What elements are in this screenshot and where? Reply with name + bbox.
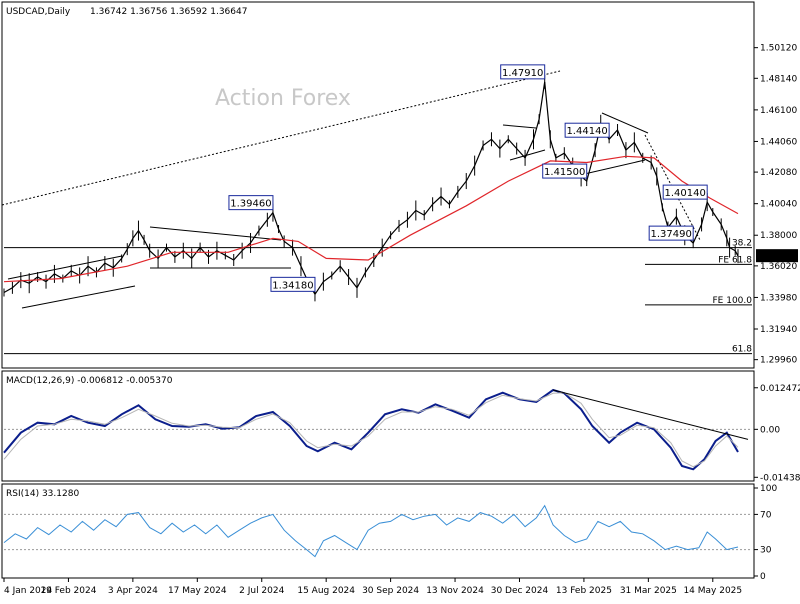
price-label-box	[542, 163, 588, 179]
macd-tick-label: -0.014389	[760, 473, 800, 483]
macd-tick-label: 0.00	[760, 425, 780, 435]
price-axis: 1.50120 1.48140 1.46100 1.44060 1.42080 1.400…	[754, 44, 798, 366]
range-upper-line	[149, 226, 282, 241]
rsi-tick-label: 70	[760, 510, 772, 520]
price-tick-label: 1.44060	[760, 137, 797, 147]
price-label-text: 1.34180	[272, 280, 313, 291]
price-panel	[1, 1, 755, 369]
rsi-tick-label: 100	[760, 484, 777, 494]
rsi-panel	[1, 483, 755, 579]
price-label-text: 1.37490	[650, 229, 691, 240]
price-label-box	[564, 122, 610, 138]
time-tick-label: 17 May 2024	[168, 586, 227, 596]
price-tick-label: 1.31940	[760, 325, 797, 335]
flag-upper-line	[502, 124, 537, 129]
price-annotations: 1.47910 1.39460 1.34180 1.41500 1.44140 1.401…	[228, 64, 708, 292]
price-tick-label: 1.48140	[760, 74, 797, 84]
current-price-marker	[756, 249, 798, 263]
price-tick-label: 1.50120	[760, 44, 797, 54]
price-series	[3, 74, 739, 302]
price-label-text: 1.40140	[665, 188, 706, 199]
macd-panel	[1, 370, 755, 482]
price-label-box	[662, 184, 708, 200]
price-tick-label: 1.38000	[760, 231, 797, 241]
macd-signal-line	[3, 392, 739, 468]
rsi-series	[3, 504, 752, 558]
triangle-upper-line	[601, 112, 649, 134]
macd-tick-label: 0.012472	[760, 384, 800, 394]
macd-main-line	[3, 388, 739, 471]
watermark: Action Forex	[215, 86, 351, 111]
current-price-label: 1.36647	[758, 252, 795, 262]
macd-trendline	[552, 389, 749, 440]
price-label-text: 1.44140	[566, 126, 607, 137]
symbol-label: USDCAD,Daily	[6, 7, 71, 17]
price-tick-label: 1.36020	[760, 262, 797, 272]
rising-channel-lower	[21, 285, 136, 309]
time-tick-label: 13 Feb 2025	[556, 586, 612, 596]
price-tick-label: 1.46100	[760, 106, 797, 116]
time-tick-label: 31 Mar 2025	[620, 586, 677, 596]
triangle-lower-line	[579, 159, 646, 176]
fib-level-label: FE 100.0	[713, 296, 753, 306]
flag-lower-line	[509, 149, 546, 161]
fib-level-label: 61.8	[732, 345, 752, 355]
time-tick-label: 14 May 2025	[683, 586, 742, 596]
price-label-text: 1.47910	[502, 68, 543, 79]
time-tick-label: 15 Aug 2024	[297, 586, 355, 596]
price-tick-label: 1.40040	[760, 200, 797, 210]
time-tick-label: 2 Jul 2024	[239, 586, 284, 596]
macd-axis: 0.012472 0.00 -0.014389	[754, 384, 800, 483]
macd-title: MACD(12,26,9) -0.006812 -0.005370	[6, 376, 173, 386]
rsi-line	[3, 504, 739, 558]
time-tick-label: 3 Apr 2024	[108, 586, 158, 596]
time-tick-label: 13 Nov 2024	[426, 586, 484, 596]
rising-channel-upper	[7, 255, 123, 280]
price-label-box	[270, 276, 316, 292]
price-tick-label: 1.29960	[760, 356, 797, 366]
price-label-box	[228, 195, 274, 211]
ohlc-readout: 1.36742 1.36756 1.36592 1.36647	[90, 7, 247, 17]
price-label-box	[648, 225, 694, 241]
price-label-text: 1.41500	[544, 167, 585, 178]
macd-series	[3, 388, 752, 471]
rsi-tick-label: 0	[760, 572, 766, 582]
rsi-tick-label: 30	[760, 546, 772, 556]
ema-line	[3, 155, 739, 283]
rsi-title: RSI(14) 33.1280	[6, 489, 79, 499]
price-label-box	[500, 64, 546, 80]
price-tick-label: 1.42080	[760, 168, 797, 178]
fib-level-label: 38.2	[732, 239, 752, 249]
time-tick-label: 4 Jan 2024	[4, 586, 52, 596]
rsi-axis: 100 70 30 0	[754, 484, 777, 582]
price-label-text: 1.39460	[230, 199, 271, 210]
fib-level-label: FE 61.8	[718, 255, 752, 265]
price-tick-label: 1.33980	[760, 293, 797, 303]
time-tick-label: 19 Feb 2024	[40, 586, 96, 596]
time-tick-label: 30 Sep 2024	[362, 586, 419, 596]
time-tick-label: 30 Dec 2024	[491, 586, 549, 596]
